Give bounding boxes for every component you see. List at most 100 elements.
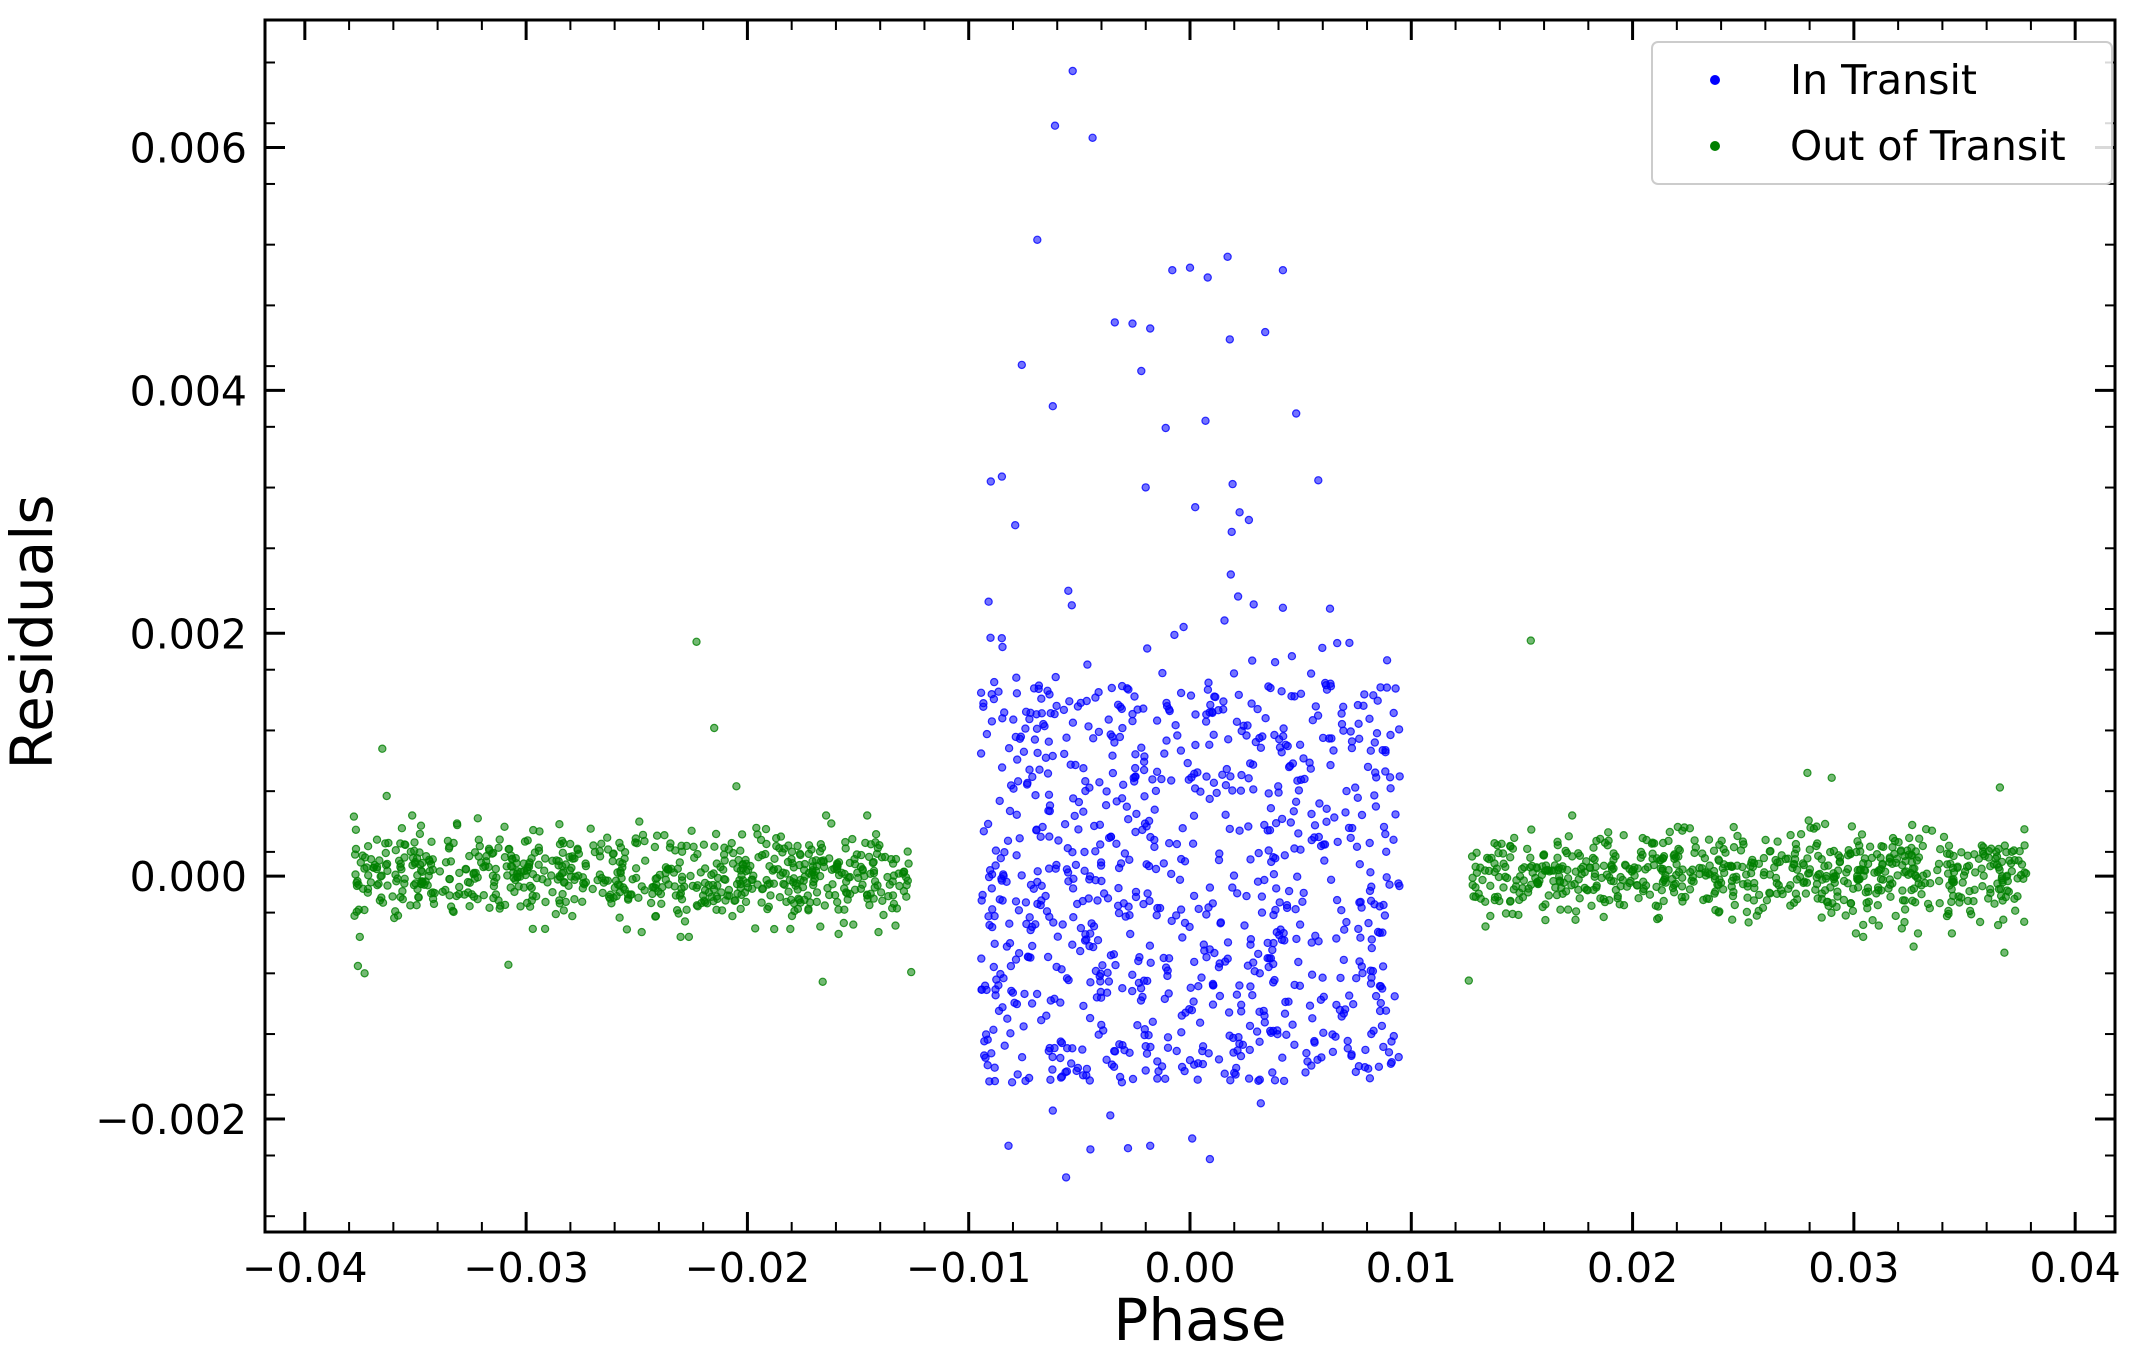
out-of-transit-point	[707, 892, 716, 902]
in-transit-point	[1191, 740, 1200, 750]
in-transit-point	[1014, 906, 1024, 915]
in-transit-point	[1179, 622, 1188, 632]
out-of-transit-point	[699, 840, 709, 849]
in-transit-point	[1377, 1021, 1387, 1031]
out-of-transit-point	[815, 847, 825, 856]
in-transit-point	[1394, 725, 1404, 734]
in-transit-point	[1224, 1008, 1234, 1017]
out-of-transit-point	[634, 893, 643, 903]
in-transit-point	[1058, 920, 1067, 929]
in-transit-point	[1091, 693, 1100, 702]
in-transit-point	[1172, 839, 1182, 849]
in-transit-point	[1256, 743, 1266, 753]
out-of-transit-point	[1812, 841, 1821, 851]
out-of-transit-point	[654, 887, 663, 896]
in-transit-point	[983, 1060, 992, 1070]
in-transit-point	[1041, 753, 1051, 763]
in-transit-point	[1205, 1154, 1215, 1164]
in-transit-point	[1086, 1145, 1095, 1154]
in-transit-point	[1117, 794, 1127, 803]
in-transit-point	[1064, 877, 1073, 886]
out-of-transit-point	[1599, 861, 1609, 871]
in-transit-point	[1106, 832, 1116, 842]
in-transit-point	[1226, 1076, 1235, 1085]
in-transit-point	[1094, 727, 1104, 737]
in-transit-point	[1369, 691, 1378, 700]
in-transit-point	[1296, 845, 1305, 854]
out-of-transit-point	[713, 873, 723, 883]
out-of-transit-point	[567, 863, 576, 873]
in-transit-point	[1118, 780, 1128, 790]
out-of-transit-point	[1746, 869, 1756, 878]
out-of-transit-point	[863, 811, 872, 820]
in-transit-point	[1025, 765, 1034, 774]
in-transit-point	[980, 1037, 989, 1046]
in-transit-point	[1141, 483, 1150, 492]
out-of-transit-point	[1803, 854, 1812, 863]
in-transit-point	[1136, 996, 1146, 1005]
out-of-transit-point	[1554, 863, 1564, 873]
out-of-transit-point	[1620, 860, 1630, 870]
out-of-transit-point	[803, 891, 813, 900]
in-transit-point	[1110, 318, 1120, 327]
out-of-transit-point	[350, 911, 359, 921]
in-transit-point	[1166, 869, 1176, 879]
out-of-transit-point	[1979, 850, 1988, 859]
in-transit-point	[1189, 997, 1198, 1006]
in-transit-point	[1331, 1032, 1340, 1041]
in-transit-point	[1219, 697, 1228, 706]
in-transit-point	[1233, 1046, 1242, 1055]
out-of-transit-point	[489, 882, 499, 891]
in-transit-point	[1366, 979, 1376, 988]
out-of-transit-point	[1687, 876, 1696, 885]
out-of-transit-point	[680, 917, 690, 926]
out-of-transit-point	[1501, 862, 1510, 872]
out-of-transit-point	[465, 851, 474, 861]
out-of-transit-point	[1992, 852, 2002, 861]
out-of-transit-point	[351, 870, 360, 879]
out-of-transit-point	[473, 814, 482, 823]
out-of-transit-point	[1710, 889, 1719, 898]
in-transit-point	[1133, 1020, 1142, 1030]
in-transit-point	[1379, 822, 1389, 832]
out-of-transit-point	[1478, 875, 1487, 885]
in-transit-point	[1107, 683, 1117, 693]
out-of-transit-point	[1789, 898, 1799, 908]
out-of-transit-point	[736, 846, 745, 855]
out-of-transit-point	[786, 924, 795, 934]
in-transit-point	[1298, 897, 1307, 907]
out-of-transit-point	[876, 888, 886, 897]
in-transit-point	[1333, 837, 1342, 847]
out-of-transit-point	[675, 858, 685, 867]
in-transit-point	[1244, 822, 1253, 831]
out-of-transit-point	[1633, 864, 1643, 873]
in-transit-point	[1193, 768, 1202, 777]
in-transit-point	[1074, 797, 1084, 807]
in-transit-point	[1301, 1068, 1310, 1077]
out-of-transit-point	[784, 887, 793, 896]
out-of-transit-point	[471, 868, 480, 878]
out-of-transit-point	[888, 859, 898, 868]
x-tick-label: −0.03	[463, 1244, 589, 1292]
in-transit-point	[1216, 918, 1226, 927]
out-of-transit-point	[609, 849, 618, 858]
in-transit-point	[1281, 997, 1290, 1007]
in-transit-point	[1329, 746, 1338, 755]
in-transit-point	[982, 729, 992, 739]
in-transit-point	[1043, 952, 1053, 962]
out-of-transit-point	[637, 927, 646, 937]
out-of-transit-point	[1934, 859, 1944, 869]
out-of-transit-point	[891, 921, 900, 930]
out-of-transit-point	[481, 862, 490, 871]
out-of-transit-point	[574, 849, 584, 859]
out-of-transit-point	[1947, 929, 1957, 938]
out-of-transit-point	[1700, 854, 1710, 863]
out-of-transit-point	[383, 866, 392, 876]
in-transit-point	[1021, 898, 1031, 907]
in-transit-point	[1140, 792, 1149, 801]
out-of-transit-point	[570, 895, 579, 904]
out-of-transit-point	[652, 831, 662, 840]
in-transit-point	[1290, 1040, 1299, 1050]
out-of-transit-point	[770, 924, 779, 934]
